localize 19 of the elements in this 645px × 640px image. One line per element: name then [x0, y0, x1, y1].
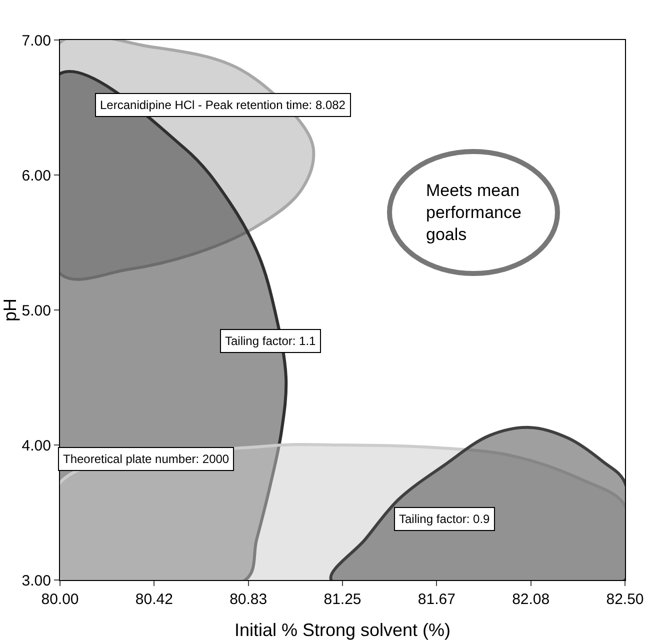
y-tick-label: 4.00: [22, 437, 51, 454]
x-tick-label: 80.83: [230, 591, 268, 608]
y-tick-label: 7.00: [22, 32, 51, 50]
y-tick-label: 3.00: [22, 572, 51, 590]
x-tick-label: 80.42: [135, 591, 173, 608]
annotation: Lercanidipine HCl - Peak retention time: 8.082: [100, 98, 346, 112]
x-tick-label: 80.00: [41, 591, 79, 608]
annotation: Meets mean performance goals: [426, 181, 522, 244]
x-tick-label: 81.67: [418, 591, 456, 608]
x-tick-label: 81.25: [324, 591, 362, 608]
annotation: Tailing factor: 1.1: [225, 334, 316, 348]
x-tick-label: 82.08: [512, 591, 550, 608]
x-axis-title: Initial % Strong solvent (%): [234, 620, 451, 640]
y-tick-label: 5.00: [22, 302, 51, 320]
annotation: Theoretical plate number: 2000: [63, 452, 230, 466]
x-tick-label: 82.50: [606, 591, 644, 608]
y-tick-label: 6.00: [22, 167, 51, 184]
y-axis-title: pH: [0, 298, 20, 322]
annotation: Tailing factor: 0.9: [399, 512, 490, 526]
